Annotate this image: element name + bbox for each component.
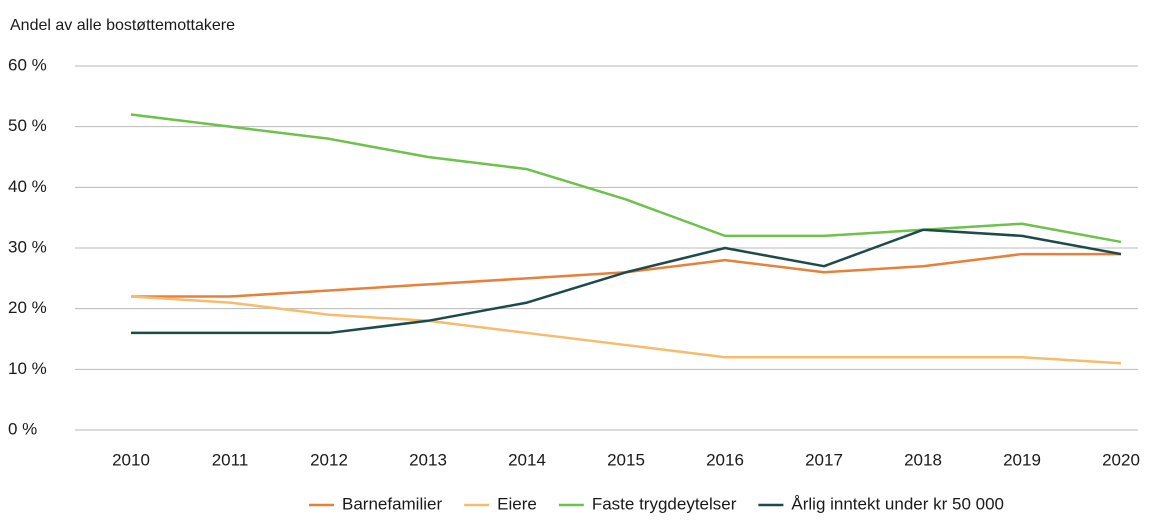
legend-label: Årlig inntekt under kr 50 000 bbox=[791, 494, 1004, 513]
legend-label: Barnefamilier bbox=[342, 494, 442, 513]
y-tick-label: 10 % bbox=[8, 359, 47, 378]
x-tick-label: 2019 bbox=[1003, 450, 1041, 469]
x-tick-label: 2011 bbox=[212, 450, 249, 469]
x-tick-label: 2014 bbox=[508, 450, 546, 469]
x-tick-label: 2016 bbox=[706, 450, 744, 469]
x-tick-label: 2015 bbox=[607, 450, 645, 469]
y-tick-label: 0 % bbox=[8, 419, 37, 438]
series-line bbox=[130, 113, 1122, 244]
legend-label: Eiere bbox=[497, 494, 537, 513]
series-line bbox=[131, 228, 1122, 335]
x-tick-label: 2017 bbox=[805, 450, 843, 469]
legend-label: Faste trygdeytelser bbox=[592, 494, 737, 513]
series-line bbox=[131, 252, 1121, 298]
x-tick-label: 2018 bbox=[904, 450, 942, 469]
y-tick-label: 40 % bbox=[8, 177, 47, 196]
x-tick-label: 2020 bbox=[1102, 450, 1140, 469]
x-tick-label: 2013 bbox=[409, 450, 447, 469]
x-tick-label: 2010 bbox=[112, 450, 150, 469]
y-tick-label: 20 % bbox=[8, 298, 47, 317]
series-line bbox=[130, 295, 1122, 365]
y-tick-label: 60 % bbox=[8, 55, 47, 74]
x-tick-label: 2012 bbox=[310, 450, 348, 469]
y-tick-label: 30 % bbox=[8, 237, 47, 256]
chart-title: Andel av alle bostøttemottakere bbox=[10, 17, 235, 34]
y-tick-label: 50 % bbox=[8, 116, 47, 135]
